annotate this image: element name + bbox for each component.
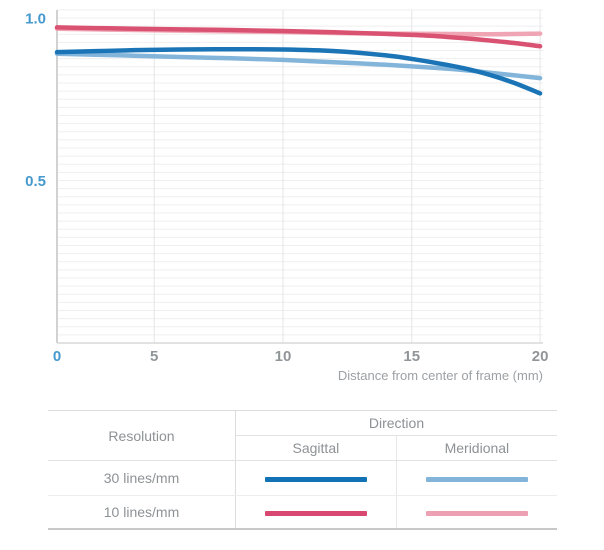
legend-row-30-lines: 30 lines/mm bbox=[48, 460, 557, 496]
y-tick-label-0.5: 0.5 bbox=[25, 173, 46, 190]
swatch-cell bbox=[235, 495, 397, 529]
x-tick-label-10: 10 bbox=[275, 348, 292, 365]
curve-30-lines-mm-sagittal bbox=[54, 46, 543, 96]
direction-header: Direction bbox=[235, 410, 557, 436]
swatch-30-meridional bbox=[425, 476, 528, 482]
mtf-line-chart: 1.0 0.5 0 5 10 15 20 Distance from center of fr… bbox=[25, 9, 549, 383]
resolution-header: Resolution bbox=[48, 410, 236, 461]
x-tick-label-0: 0 bbox=[53, 348, 61, 365]
sagittal-header: Sagittal bbox=[235, 435, 397, 461]
x-axis-caption: Distance from center of frame (mm) bbox=[338, 368, 543, 383]
y-tick-label-1.0: 1.0 bbox=[25, 11, 46, 28]
resolution-30-label: 30 lines/mm bbox=[48, 460, 236, 496]
x-tick-label-15: 15 bbox=[403, 348, 420, 365]
curve-10-lines-mm-sagittal bbox=[54, 25, 543, 49]
swatch-10-meridional bbox=[425, 510, 528, 516]
swatch-cell bbox=[235, 460, 397, 496]
swatch-30-sagittal bbox=[264, 476, 367, 482]
legend-row-10-lines: 10 lines/mm bbox=[48, 495, 557, 530]
legend-header-row-1: Resolution Direction bbox=[48, 410, 557, 461]
swatch-cell bbox=[396, 460, 557, 496]
x-tick-label-20: 20 bbox=[532, 348, 549, 365]
swatch-10-sagittal bbox=[264, 510, 367, 516]
swatch-cell bbox=[396, 496, 557, 530]
resolution-10-label: 10 lines/mm bbox=[48, 495, 236, 529]
x-tick-label-5: 5 bbox=[150, 348, 158, 365]
legend-header-row-2: Sagittal Meridional bbox=[48, 435, 557, 461]
legend-table: Resolution Direction Sagittal Meridional… bbox=[48, 410, 557, 530]
meridional-header: Meridional bbox=[396, 435, 557, 461]
